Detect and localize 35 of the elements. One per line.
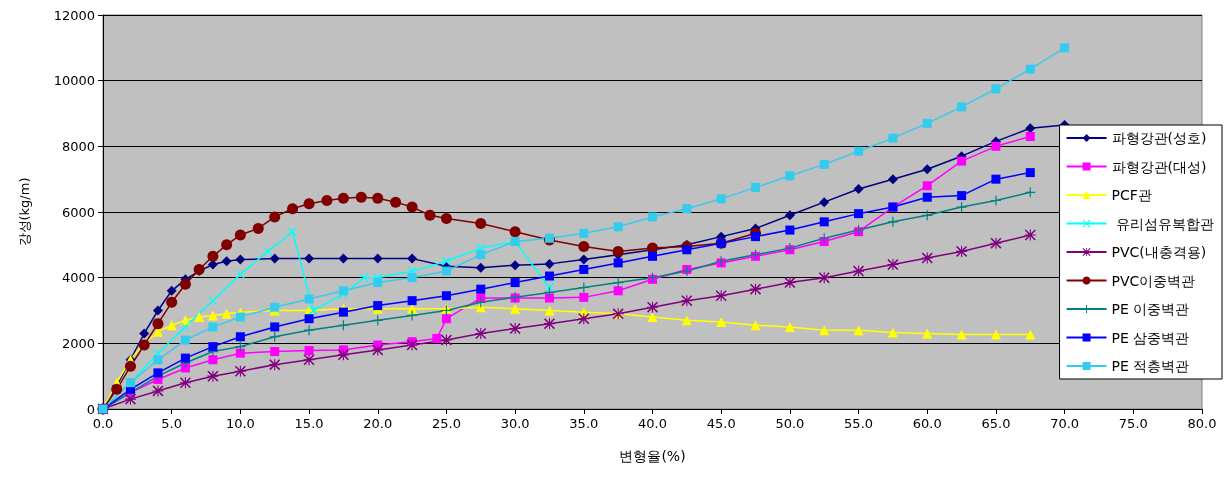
legend-label: 파형강관(성호) — [1111, 130, 1207, 146]
x-tick-label: 75.0 — [1118, 416, 1148, 431]
x-tick-label: 80.0 — [1187, 416, 1217, 431]
legend-label: PVC(내충격용) — [1111, 244, 1207, 260]
x-tick-label: 65.0 — [981, 416, 1011, 431]
y-tick-label: 0 — [86, 401, 95, 417]
legend-label: PE 적층벽관 — [1111, 358, 1190, 374]
y-tick-label: 12000 — [53, 7, 95, 23]
x-tick-label: 45.0 — [706, 416, 736, 431]
legend-label: 유리섬유복합관 — [1111, 215, 1214, 232]
x-tick-label: 35.0 — [569, 416, 599, 431]
legend-label: PCF관 — [1111, 187, 1152, 203]
y-tick-label: 10000 — [53, 73, 95, 89]
x-axis-title: 변형율(%) — [619, 448, 686, 464]
legend-label: PE 삼중벽관 — [1111, 329, 1190, 346]
x-tick-label: 70.0 — [1050, 416, 1080, 431]
x-tick-label: 30.0 — [500, 416, 530, 431]
x-tick-label: 15.0 — [294, 416, 324, 431]
x-tick-label: 55.0 — [844, 416, 874, 431]
y-tick-label: 6000 — [61, 204, 95, 220]
x-tick-label: 0.0 — [92, 416, 114, 431]
legend-label: PE 이중벽관 — [1111, 301, 1190, 317]
y-axis-title: 강성(kg/m) — [17, 177, 32, 247]
x-tick-label: 50.0 — [775, 416, 805, 431]
x-tick-label: 10.0 — [225, 416, 255, 431]
x-tick-label: 5.0 — [161, 416, 183, 431]
legend-label: PVC이중벽관 — [1111, 272, 1196, 289]
x-tick-label: 25.0 — [431, 416, 461, 431]
y-tick-label: 2000 — [61, 335, 95, 351]
y-tick-label: 4000 — [61, 270, 95, 286]
y-tick-label: 8000 — [61, 138, 95, 154]
legend-label: 파형강관(대성) — [1111, 158, 1207, 175]
x-tick-label: 40.0 — [638, 416, 667, 431]
x-tick-label: 20.0 — [363, 416, 393, 431]
x-tick-label: 60.0 — [912, 416, 942, 431]
